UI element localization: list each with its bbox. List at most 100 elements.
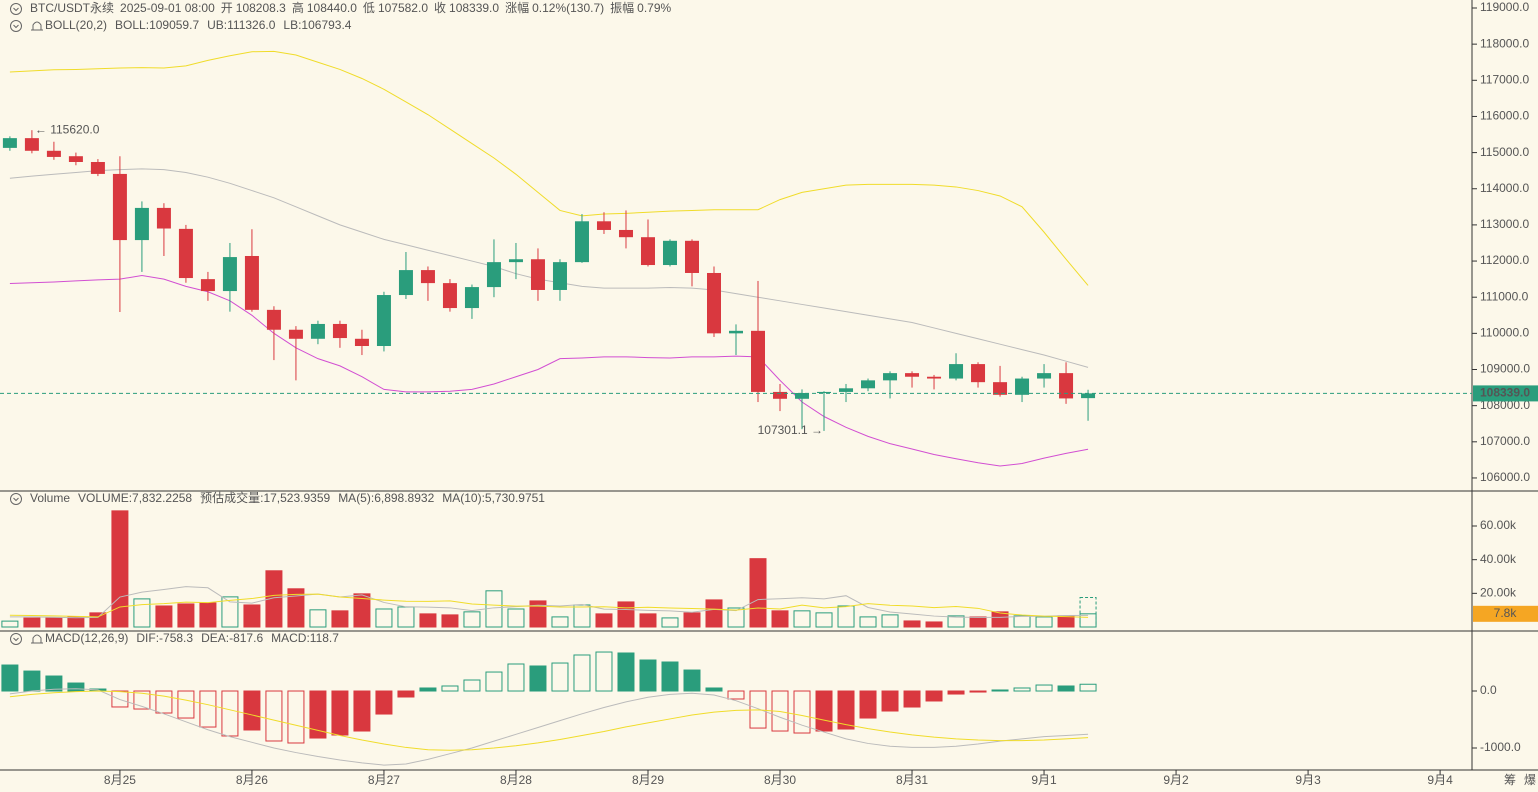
volume-bar <box>1013 615 1031 628</box>
candle-body <box>883 373 898 381</box>
volume-bar <box>309 609 327 628</box>
y-tick-label: 106000.0 <box>1480 470 1530 484</box>
volume-bar <box>683 612 701 628</box>
y-tick-label: 20.00k <box>1480 586 1517 600</box>
volume-bar <box>969 616 987 628</box>
y-tick-label: 115000.0 <box>1480 145 1529 159</box>
y-tick-label: 117000.0 <box>1480 72 1529 86</box>
last-price-label: 108339.0 <box>1480 386 1530 400</box>
volume-bar <box>23 617 41 628</box>
indicator-line <box>9 275 1089 467</box>
volume-bar <box>925 621 943 628</box>
candle-body <box>156 207 171 229</box>
volume-bar <box>287 588 305 628</box>
candle-body <box>618 229 633 238</box>
volume-bar <box>419 613 437 628</box>
macd-bar <box>969 690 987 693</box>
macd-bar <box>595 651 613 692</box>
y-tick-label: 114000.0 <box>1480 181 1529 195</box>
macd-bar <box>221 690 239 737</box>
candle-body <box>134 207 149 241</box>
high-annotation: ← 115620.0 <box>35 122 100 136</box>
legend-text: BOLL(20,2) <box>45 18 107 32</box>
candle-body <box>751 330 766 392</box>
candle-body <box>839 388 854 392</box>
y-tick-label: 118000.0 <box>1480 36 1529 50</box>
toggle-icons[interactable] <box>10 3 44 645</box>
macd-bar <box>331 690 349 736</box>
candle-body <box>949 364 964 379</box>
corner-label: 爆 <box>1524 773 1536 787</box>
macd-bar <box>485 671 503 692</box>
macd-bar <box>111 690 129 708</box>
macd-bar <box>947 690 965 695</box>
legend-text: UB:111326.0 <box>207 18 276 32</box>
volume-bar <box>221 596 239 628</box>
legend-text: 收 <box>434 1 446 15</box>
x-tick-label: 8月25 <box>104 773 136 787</box>
y-tick-label: 110000.0 <box>1480 326 1529 340</box>
legend-text: 涨幅 <box>505 0 529 15</box>
volume-bar <box>991 611 1009 628</box>
macd-bar <box>155 690 173 714</box>
candle-body <box>729 330 743 334</box>
volume-bar <box>859 616 877 628</box>
macd-bar <box>617 652 635 692</box>
y-tick-label: 107000.0 <box>1480 434 1530 448</box>
volume-bar <box>1057 615 1075 628</box>
legend-text: 0.12%(130.7) <box>532 1 604 15</box>
volume-bar <box>1035 616 1053 628</box>
macd-bar <box>683 669 701 692</box>
volume-bar <box>639 613 657 628</box>
legend-text: VOLUME:7,832.2258 <box>78 491 192 505</box>
volume-bar <box>133 598 151 628</box>
x-tick-label: 8月30 <box>764 773 796 787</box>
macd-bar <box>177 690 195 719</box>
last-volume-label: 7.8k <box>1494 606 1518 620</box>
macd-bar <box>463 679 481 692</box>
legend-text: MACD(12,26,9) <box>45 631 128 645</box>
candle-body <box>971 364 986 383</box>
macd-bar <box>1057 685 1075 692</box>
x-tick-label: 8月27 <box>368 773 400 787</box>
legend-text: MA(10):5,730.9751 <box>442 491 545 505</box>
candle-body <box>288 329 303 339</box>
macd-bar <box>441 685 459 692</box>
legend-text: LB:106793.4 <box>283 18 351 32</box>
y-tick-label: 113000.0 <box>1480 217 1529 231</box>
candle-body <box>574 221 589 263</box>
candle-body <box>354 338 369 347</box>
volume-bar <box>45 617 63 628</box>
candle-body <box>112 173 127 241</box>
volume-bar <box>89 612 107 628</box>
macd-bar <box>507 663 525 692</box>
volume-bar <box>155 605 173 628</box>
legend-text: BOLL:109059.7 <box>115 18 199 32</box>
candle-body <box>244 255 259 310</box>
legend-text: 107582.0 <box>378 1 428 15</box>
x-tick-label: 9月3 <box>1295 773 1321 787</box>
legend-text: 振幅 <box>610 0 634 15</box>
macd-bar <box>67 682 85 692</box>
candle-body <box>200 279 215 292</box>
macd-bar <box>199 690 217 728</box>
volume-bar <box>595 613 613 628</box>
volume-bar <box>793 610 811 628</box>
legend-text: 108208.3 <box>236 1 286 15</box>
candle-body <box>464 287 479 309</box>
candle-body <box>266 309 281 330</box>
macd-bar <box>309 690 327 739</box>
candle-body <box>442 283 457 309</box>
indicator-line <box>9 690 1089 751</box>
macd-bar <box>727 690 745 700</box>
candle-body <box>376 295 391 347</box>
volume-bar <box>617 601 635 628</box>
macd-bar <box>661 661 679 692</box>
volume-bar <box>727 607 745 628</box>
volume-bar <box>111 510 129 628</box>
macd-bar <box>1079 683 1097 692</box>
volume-bar <box>353 593 371 628</box>
indicator-line <box>9 50 1089 286</box>
macd-bar <box>45 675 63 692</box>
